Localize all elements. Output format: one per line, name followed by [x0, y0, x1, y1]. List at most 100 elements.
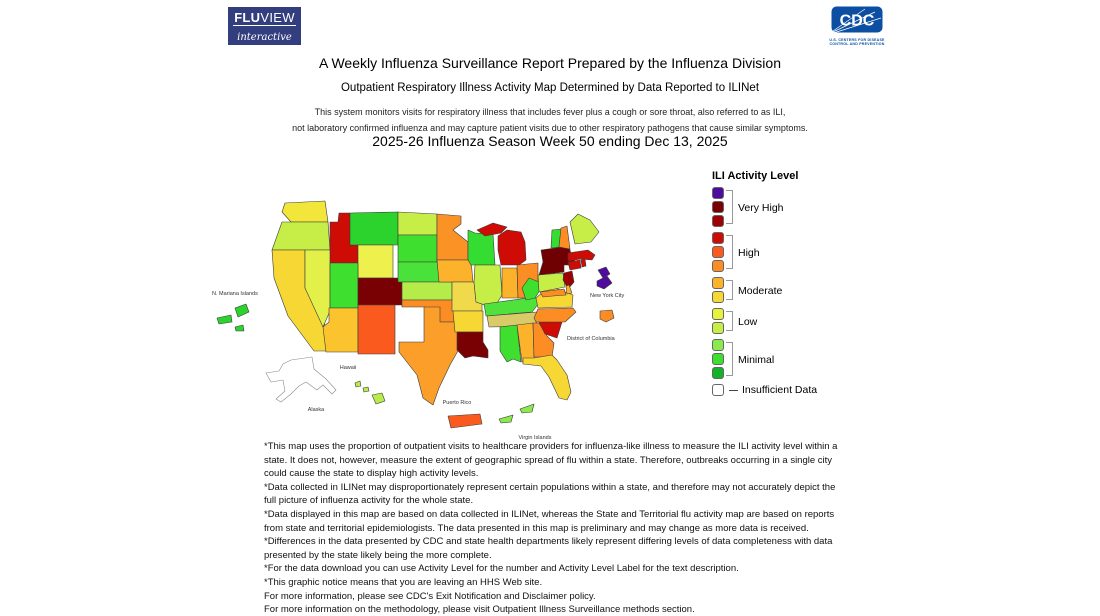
state-pr[interactable] — [447, 413, 483, 429]
legend-swatch-column — [712, 308, 724, 336]
state-pa[interactable] — [537, 272, 566, 293]
state-vi[interactable] — [498, 414, 514, 424]
footnote: *This map uses the proportion of outpati… — [264, 441, 838, 480]
fluview-logo-text: FLUVIEW — [233, 10, 296, 26]
legend-swatch — [712, 260, 724, 272]
legend-group: Very High — [712, 187, 832, 229]
footnote: *This graphic notice means that you are … — [264, 576, 543, 588]
state-ga[interactable] — [532, 322, 555, 358]
state-nj[interactable] — [562, 270, 575, 290]
legend-label-insufficient: Insufficient Data — [742, 384, 818, 396]
state-ks[interactable] — [401, 281, 453, 301]
map-label-new-york-city: New York City — [590, 293, 624, 299]
state-md[interactable] — [539, 288, 567, 298]
state-nyc[interactable] — [597, 266, 611, 279]
state-ar[interactable] — [452, 310, 484, 333]
state-nc[interactable] — [533, 307, 577, 323]
system-description-line1: This system monitors visits for respirat… — [314, 107, 786, 117]
legend-group: High — [712, 232, 832, 274]
state-ak[interactable] — [265, 356, 337, 403]
state-nd[interactable] — [397, 211, 438, 236]
legend-swatch-column — [712, 232, 724, 274]
legend-group: Moderate — [712, 277, 832, 305]
footnote: *Data displayed in this map are based on… — [264, 508, 835, 534]
legend-swatch — [712, 339, 724, 351]
legend-label: Low — [738, 316, 758, 328]
legend-swatch — [712, 246, 724, 258]
legend-group: Minimal — [712, 339, 832, 381]
legend-swatch-column — [712, 277, 724, 305]
activity-legend: ILI Activity Level Very High High Moderate… — [712, 170, 832, 396]
legend-swatch — [712, 232, 724, 244]
page-title: A Weekly Influenza Surveillance Report P… — [319, 55, 781, 71]
state-fl[interactable] — [522, 354, 572, 401]
map-label-puerto-rico: Puerto Rico — [443, 400, 472, 406]
state-ia[interactable] — [436, 259, 474, 283]
legend-bracket — [726, 311, 733, 331]
state-nm[interactable] — [357, 304, 396, 355]
cdc-logo[interactable]: CDC U.S. CENTERS FOR DISEASE CONTROL AND… — [822, 6, 892, 47]
legend-swatch-column — [712, 187, 724, 229]
fluview-logo[interactable]: FLUVIEW interactive — [228, 7, 301, 45]
map-label-n-mariana-islands: N. Mariana Islands — [212, 291, 258, 297]
state-ct[interactable] — [567, 259, 582, 271]
state-ri[interactable] — [580, 258, 587, 268]
state-hi[interactable] — [354, 380, 362, 388]
state-nv[interactable] — [304, 249, 331, 328]
state-hi[interactable] — [371, 392, 386, 405]
legend-bracket — [726, 280, 733, 300]
season-week-label: 2025-26 Influenza Season Week 50 ending … — [372, 133, 728, 149]
state-hi[interactable] — [362, 386, 370, 393]
legend-title: ILI Activity Level — [712, 170, 799, 182]
state-ut[interactable] — [329, 262, 359, 309]
state-mi[interactable] — [497, 229, 527, 266]
state-or[interactable] — [271, 221, 331, 251]
state-ma[interactable] — [567, 249, 596, 262]
legend-swatch — [712, 277, 724, 289]
footnote: For more information, please see CDC's E… — [264, 590, 596, 602]
footnotes: *This map uses the proportion of outpati… — [264, 440, 844, 616]
state-wa[interactable] — [281, 200, 329, 223]
fluview-logo-tagline: interactive — [237, 32, 292, 43]
footnote: *Data collected in ILINet may disproport… — [264, 481, 836, 507]
state-mp[interactable] — [234, 303, 250, 318]
us-activity-map: N. Mariana Islands Hawaii Alaska Puerto Ric… — [212, 200, 624, 441]
map-label-virgin-islands: Virgin Islands — [519, 435, 552, 441]
state-la[interactable] — [456, 331, 489, 359]
state-dc[interactable] — [599, 309, 615, 323]
state-sd[interactable] — [397, 234, 438, 263]
legend-swatch — [712, 322, 724, 334]
state-mp[interactable] — [216, 314, 233, 325]
legend-label: High — [738, 247, 760, 259]
legend-swatch-insufficient — [712, 384, 724, 396]
state-wi[interactable] — [467, 229, 496, 266]
state-in[interactable] — [501, 267, 519, 299]
cdc-logo-icon: CDC — [831, 6, 883, 33]
system-description: This system monitors visits for respirat… — [0, 104, 1100, 136]
legend-swatch — [712, 367, 724, 379]
legend-swatch — [712, 353, 724, 365]
state-mt[interactable] — [349, 211, 399, 246]
state-vi[interactable] — [519, 403, 535, 414]
legend-swatch-column — [712, 339, 724, 381]
legend-groups: Very High High Moderate Low Minimal — [712, 187, 832, 381]
state-mp[interactable] — [234, 324, 245, 332]
legend-label: Minimal — [738, 354, 775, 366]
map-label-alaska: Alaska — [308, 407, 325, 413]
state-co[interactable] — [357, 277, 403, 306]
state-mn[interactable] — [436, 213, 469, 261]
state-nh[interactable] — [558, 225, 571, 250]
state-tx[interactable] — [398, 306, 464, 406]
state-nyc[interactable] — [596, 275, 613, 290]
system-description-line2: not laboratory confirmed influenza and m… — [292, 123, 808, 133]
state-me[interactable] — [569, 213, 600, 245]
state-mi[interactable] — [476, 222, 508, 237]
state-ny[interactable] — [538, 245, 577, 276]
state-de[interactable] — [565, 284, 573, 295]
state-ne[interactable] — [397, 261, 443, 283]
cdc-logo-tagline: U.S. CENTERS FOR DISEASE CONTROL AND PRE… — [829, 38, 885, 47]
legend-group: Low — [712, 308, 832, 336]
state-wy[interactable] — [357, 244, 394, 279]
map-label-hawaii: Hawaii — [340, 365, 357, 371]
